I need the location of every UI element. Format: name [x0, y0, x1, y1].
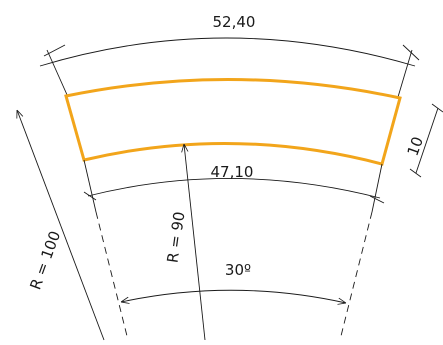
radial-extension-left-dashed	[95, 211, 129, 341]
inner-radius-dimension: R = 90	[164, 144, 206, 341]
inner-arc-tick-right	[369, 195, 385, 204]
thickness-dimension: 10	[404, 103, 443, 178]
outer-arc-dimension: 52,40	[39, 13, 420, 98]
thickness-label: 10	[404, 134, 427, 158]
outer-radius-label: R = 100	[26, 228, 64, 292]
inner-arc-dimension: 47,10	[83, 163, 385, 204]
thickness-tick-bottom	[409, 168, 422, 178]
outer-radius-dimension: R = 100	[17, 110, 105, 341]
outer-arc-length-label: 52,40	[213, 13, 256, 31]
inner-arc-tick-left	[83, 191, 97, 201]
outer-arc-tick-right	[402, 44, 420, 61]
inner-arc-length-label: 47,10	[211, 163, 254, 181]
radial-extension-right-solid	[371, 163, 383, 213]
outer-arc-tick-left	[43, 44, 66, 57]
angle-arc	[121, 289, 346, 303]
angle-dimension: 30º	[121, 261, 346, 303]
thickness-tick-top	[431, 103, 443, 113]
inner-arc-dimension-line	[87, 178, 381, 199]
inner-radius-label: R = 90	[164, 210, 189, 264]
outer-radius-leader	[17, 110, 105, 341]
radial-extension-left-solid	[83, 159, 97, 213]
outer-arc-dimension-line	[39, 37, 416, 67]
angle-label: 30º	[225, 261, 251, 279]
inner-radius-leader	[184, 144, 206, 341]
radial-extension-right-dashed	[339, 211, 373, 341]
radial-extension-lines	[83, 159, 383, 341]
outer-arc-extension-right	[397, 49, 413, 98]
curved-part-outline	[64, 77, 402, 166]
outer-arc-extension-left	[46, 49, 69, 98]
thickness-dimension-line	[415, 107, 439, 174]
